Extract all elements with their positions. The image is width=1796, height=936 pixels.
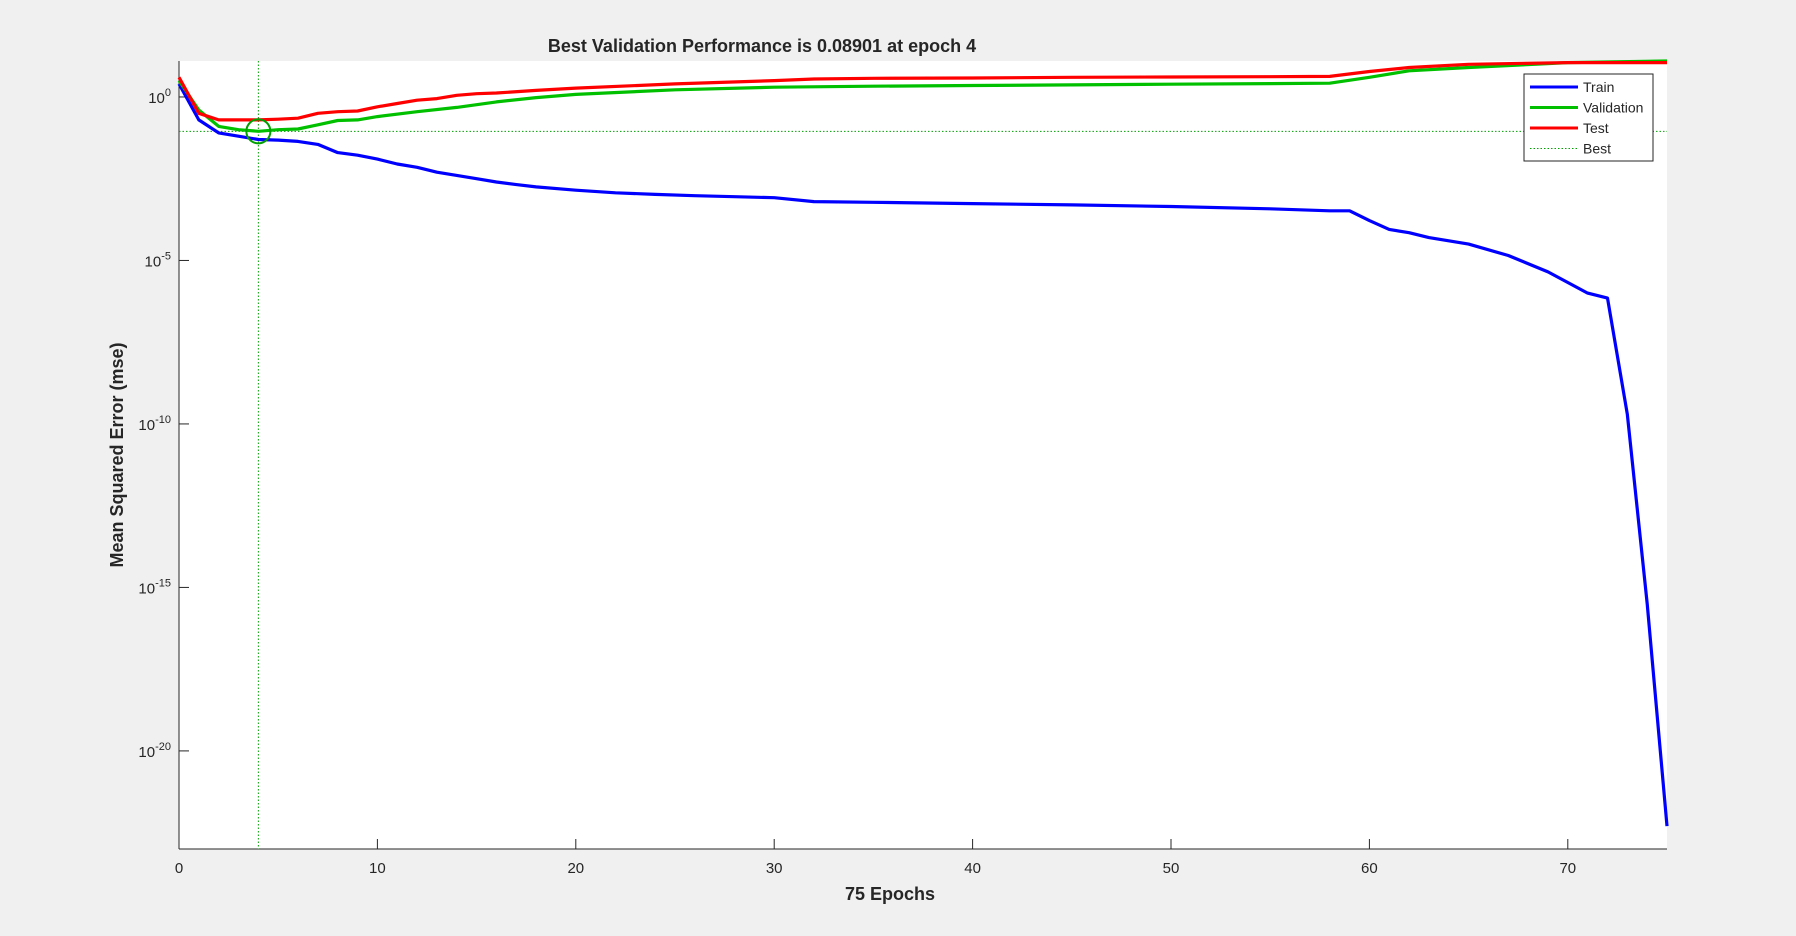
legend: Train Validation Test Best <box>1523 73 1654 162</box>
series-line-test <box>177 60 1667 122</box>
y-tick-label: 10-5 <box>145 250 171 270</box>
x-tick-label: 70 <box>1559 860 1576 877</box>
series-layer <box>177 59 1669 849</box>
y-tick-label: 10-20 <box>138 741 171 761</box>
legend-label: Test <box>1583 120 1609 136</box>
y-tick-label: 10-15 <box>138 577 171 597</box>
x-tick-label: 10 <box>369 860 386 877</box>
plot-area <box>179 61 1667 849</box>
y-tick-label: 10-10 <box>138 414 171 434</box>
x-tick-label: 60 <box>1361 860 1378 877</box>
series-line-validation <box>177 59 1668 133</box>
chart-title: Best Validation Performance is 0.08901 a… <box>548 36 976 56</box>
legend-label: Train <box>1583 79 1614 95</box>
axes-layer: 0 10 20 30 40 50 60 70 100 10-5 10-10 10-15 10-20 <box>138 61 1667 877</box>
legend-label: Best <box>1583 141 1611 157</box>
y-axis-label: Mean Squared Error (mse) <box>107 342 127 567</box>
best-marker <box>245 118 272 145</box>
y-tick-label: 100 <box>148 87 171 107</box>
series-line-train <box>177 83 1669 827</box>
x-tick-label: 30 <box>766 860 783 877</box>
x-tick-label: 0 <box>175 860 183 877</box>
x-tick-label: 20 <box>567 860 584 877</box>
x-tick-label: 50 <box>1163 860 1180 877</box>
x-axis-label: 75 Epochs <box>845 884 935 904</box>
legend-label: Validation <box>1583 100 1643 116</box>
x-tick-label: 40 <box>964 860 981 877</box>
